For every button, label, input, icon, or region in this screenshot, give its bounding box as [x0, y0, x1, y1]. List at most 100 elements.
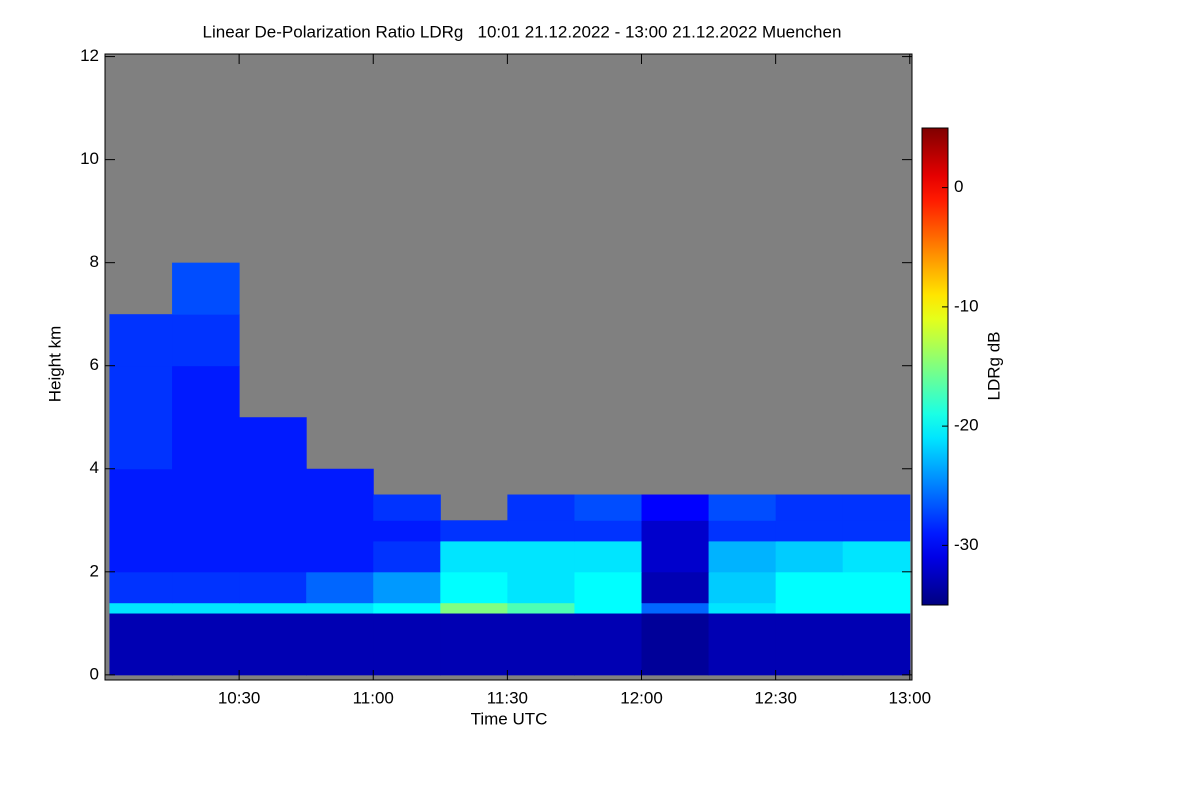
heatmap-cell [708, 520, 777, 542]
y-tick-label: 2 [90, 561, 99, 580]
y-tick-label: 10 [80, 149, 99, 168]
heatmap-cell [574, 571, 643, 604]
heatmap-cell [109, 417, 173, 470]
heatmap-cell [507, 571, 575, 604]
x-tick-label: 12:30 [754, 688, 797, 707]
heatmap-cell [306, 571, 374, 604]
heatmap-cell [109, 494, 173, 521]
colorbar [921, 127, 949, 606]
y-tick-label: 4 [90, 458, 99, 477]
heatmap-cell [172, 602, 240, 614]
heatmap-cell [507, 613, 575, 676]
chart-title: Linear De-Polarization Ratio LDRg 10:01 … [203, 22, 842, 41]
heatmap-cell [239, 468, 307, 496]
heatmap-cell [507, 540, 575, 573]
heatmap-cell [109, 613, 173, 676]
heatmap-cell [507, 494, 575, 521]
heatmap-cell [306, 540, 374, 573]
heatmap-cell [440, 540, 508, 573]
heatmap-cell [109, 468, 173, 496]
heatmap-cell [172, 417, 240, 470]
heatmap-cell [172, 494, 240, 521]
heatmap-cell [842, 602, 911, 614]
heatmap-cell [708, 540, 777, 573]
heatmap-cell [842, 494, 911, 521]
heatmap-cell [306, 602, 374, 614]
heatmap-cell [172, 365, 240, 418]
x-tick-label: 13:00 [888, 688, 931, 707]
x-tick-label: 10:30 [218, 688, 261, 707]
heatmap-cell [109, 571, 173, 604]
y-tick-label: 8 [90, 252, 99, 271]
heatmap-cell [239, 571, 307, 604]
x-tick-label: 12:00 [620, 688, 663, 707]
colorbar-tick-label: -10 [954, 296, 979, 315]
heatmap-cell [775, 602, 844, 614]
heatmap-cell [574, 602, 643, 614]
y-tick-label: 12 [80, 46, 99, 65]
heatmap-cell [239, 417, 307, 470]
x-tick-label: 11:00 [353, 688, 394, 707]
x-tick-label: 11:30 [487, 688, 528, 707]
heatmap-cell [239, 494, 307, 521]
heatmap-cell [440, 613, 508, 676]
y-tick-label: 0 [90, 664, 99, 683]
heatmap-cell [172, 314, 240, 367]
heatmap-cell [373, 494, 441, 521]
heatmap-cell [708, 494, 777, 521]
heatmap-cell [172, 613, 240, 676]
heatmap-cell [641, 520, 710, 542]
heatmap-cell [172, 468, 240, 496]
heatmap-cell [775, 494, 844, 521]
heatmap-cell [172, 520, 240, 542]
x-axis-label: Time UTC [471, 709, 548, 728]
heatmap-cell [239, 602, 307, 614]
heatmap-cell [440, 520, 508, 542]
heatmap-cell [507, 520, 575, 542]
heatmap-cell [574, 613, 643, 676]
heatmap-cell [239, 613, 307, 676]
heatmap-cell [641, 613, 710, 676]
heatmap-cell [507, 602, 575, 614]
heatmap-cell [306, 468, 374, 496]
heatmap-cell [641, 494, 710, 521]
heatmap-cell [373, 540, 441, 573]
heatmap-cell [172, 262, 240, 315]
axes [104, 53, 913, 681]
y-tick-label: 6 [90, 355, 99, 374]
colorbar-tick-label: -20 [954, 416, 979, 435]
heatmap-cell [842, 571, 911, 604]
heatmap-cell [641, 540, 710, 573]
heatmap-cell [708, 571, 777, 604]
heatmap-cell [239, 520, 307, 542]
heatmap-cell [109, 365, 173, 418]
colorbar-tick-label: 0 [954, 177, 963, 196]
heatmap-cell [775, 540, 844, 573]
heatmap-cell [708, 613, 777, 676]
heatmap-cell [842, 540, 911, 573]
heatmap-cell [172, 571, 240, 604]
heatmap-cell [708, 602, 777, 614]
heatmap-cell [172, 540, 240, 573]
heatmap-cell [440, 571, 508, 604]
heatmap-cell [109, 520, 173, 542]
heatmap-cell [109, 540, 173, 573]
colorbar-tick-label: -30 [954, 535, 979, 554]
heatmap-cell [306, 494, 374, 521]
heatmap-cell [641, 571, 710, 604]
heatmap-cell [574, 520, 643, 542]
heatmap-cell [775, 613, 844, 676]
heatmap-cell [239, 540, 307, 573]
colorbar-label: LDRg dB [984, 332, 1003, 401]
plot-frame [104, 53, 913, 681]
heatmap-cell [373, 602, 441, 614]
heatmap-cell [775, 571, 844, 604]
heatmap-cell [641, 602, 710, 614]
heatmap-cell [574, 494, 643, 521]
heatmap-cell [373, 613, 441, 676]
heatmap-cell [842, 520, 911, 542]
heatmap-cell [775, 520, 844, 542]
heatmap-cell [373, 571, 441, 604]
heatmap-cell [440, 602, 508, 614]
